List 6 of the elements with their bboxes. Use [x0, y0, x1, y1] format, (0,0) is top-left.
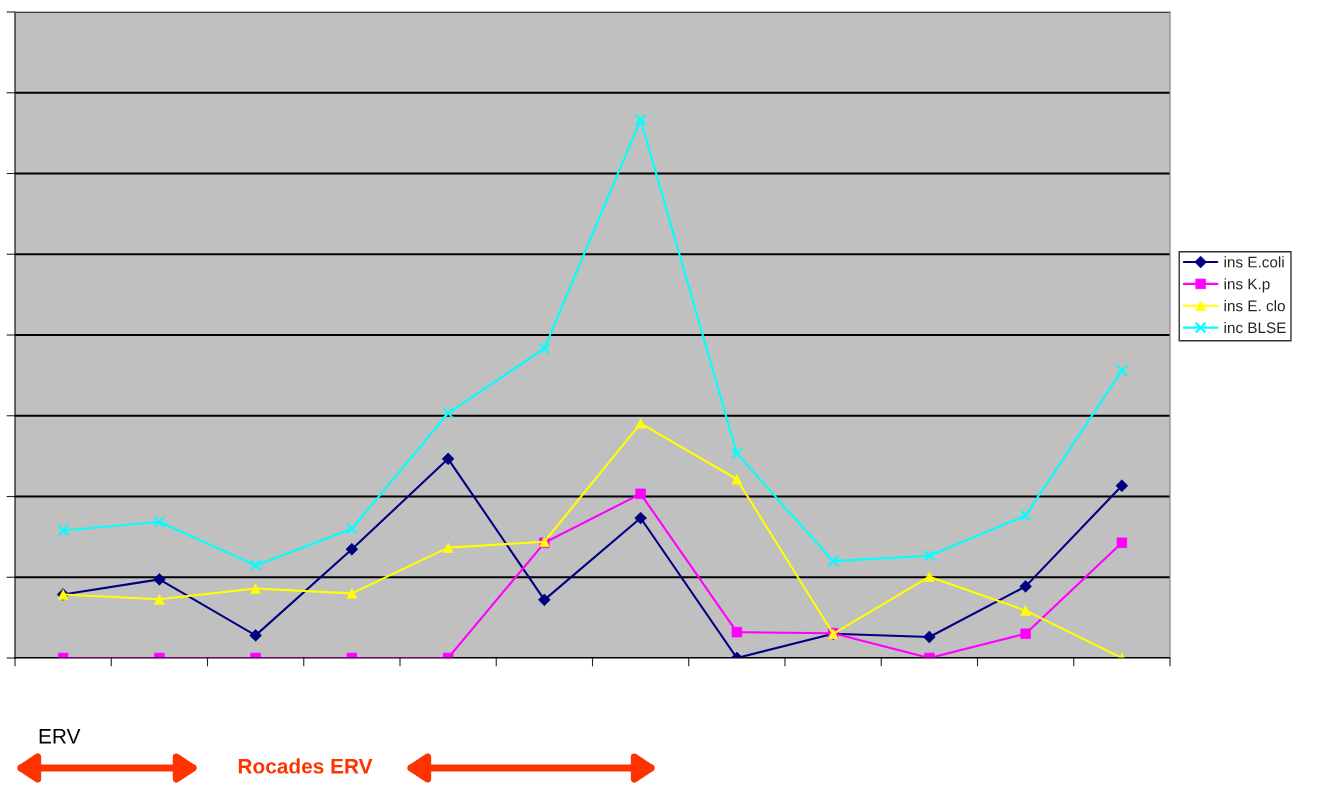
legend-label: inc BLSE: [1224, 321, 1286, 334]
text: ERV: [39, 729, 81, 744]
text: Rocades ERV: [238, 758, 373, 774]
legend-label: ins E.coli: [1224, 256, 1284, 268]
legend-label: ins K.p: [1224, 278, 1270, 293]
legend-label: ins E. clo: [1224, 300, 1285, 312]
